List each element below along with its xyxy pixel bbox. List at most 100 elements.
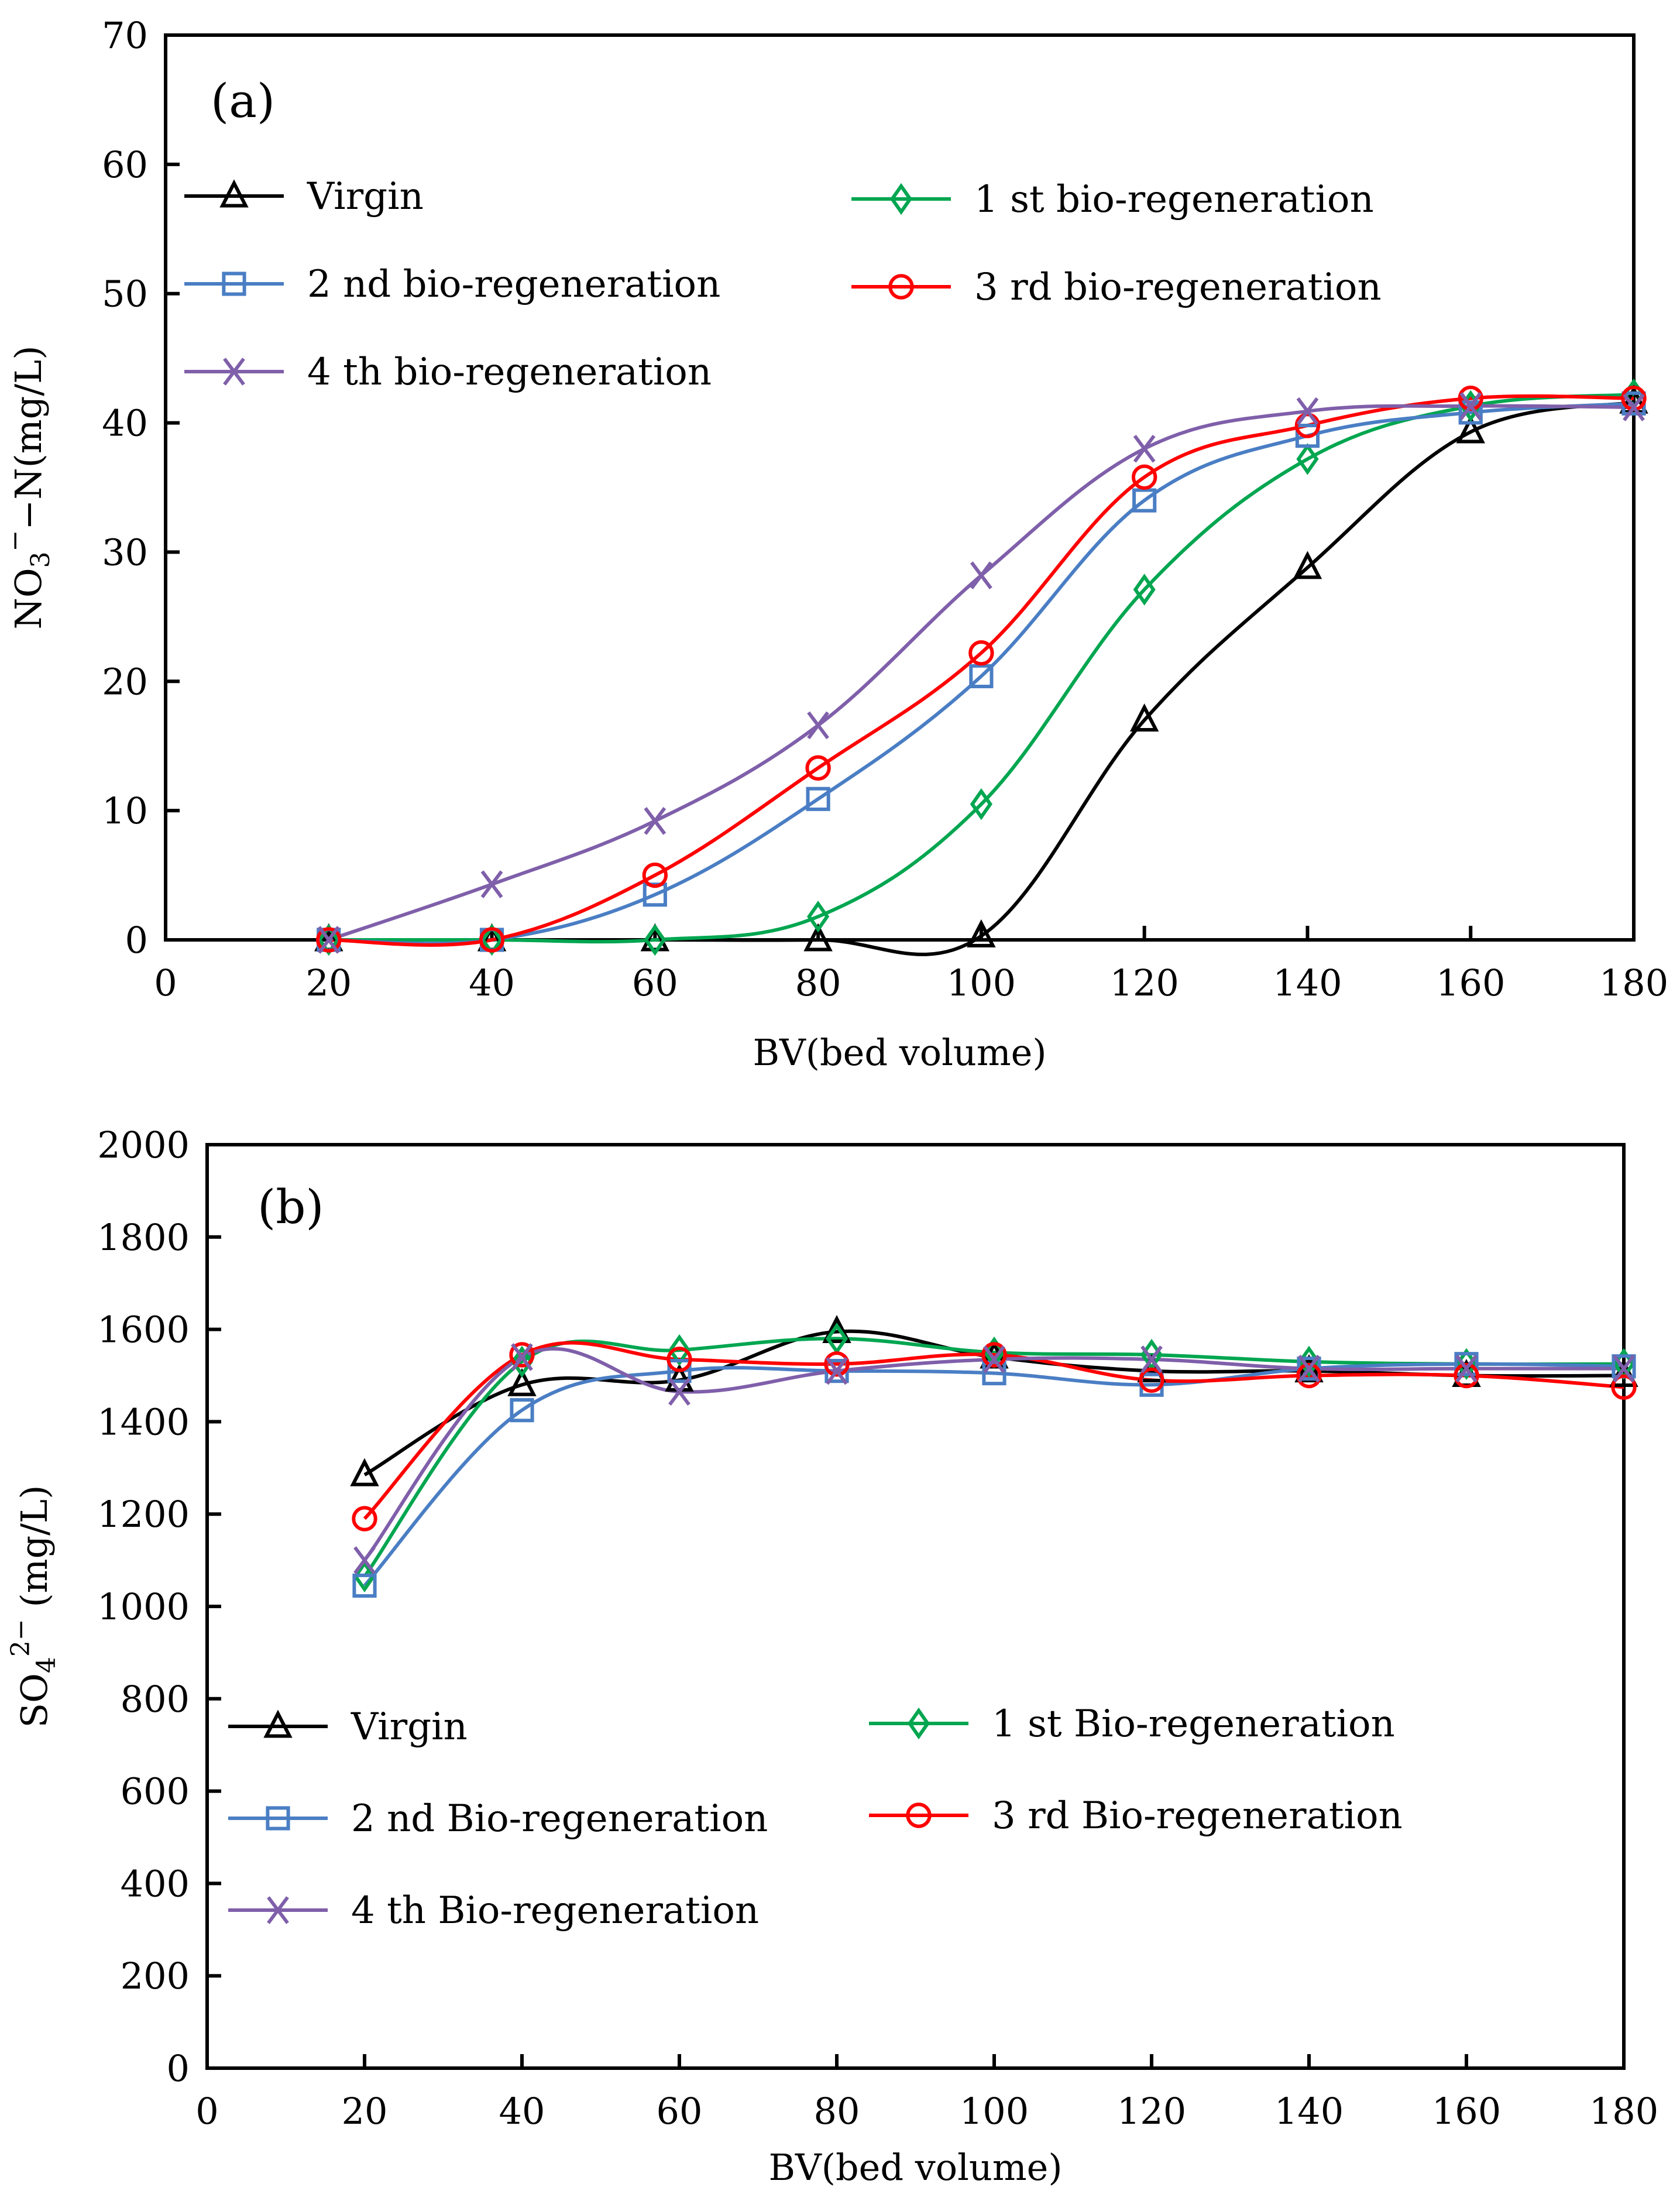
- data-point-square: [1454, 1352, 1479, 1376]
- data-point-x: [668, 1378, 690, 1406]
- data-point-square: [969, 664, 994, 689]
- legend-marker-circle-icon: [906, 1802, 932, 1828]
- y-axis-title-subscript: 4: [32, 1657, 61, 1673]
- legend-marker-square-icon: [222, 272, 246, 296]
- x-tick-label: 0: [195, 2090, 218, 2133]
- data-point-x: [511, 1343, 533, 1371]
- data-point-x: [644, 807, 666, 835]
- data-point-x: [1455, 1354, 1478, 1383]
- series-line-circle: [328, 394, 1634, 947]
- x-axis-title-b: BV(bed volume): [768, 2146, 1062, 2189]
- legend-label: Virgin: [307, 175, 424, 218]
- data-point-circle: [666, 1347, 692, 1372]
- legend-item: Virgin: [184, 175, 424, 218]
- y-tick-label: 0: [125, 919, 148, 962]
- y-tick-label: 60: [102, 143, 148, 186]
- y-tick-label: 600: [121, 1770, 190, 1813]
- data-point-x: [807, 711, 830, 740]
- x-tick-label: 80: [814, 2090, 860, 2133]
- y-axis-title-subscript: 3: [26, 551, 56, 568]
- y-axis-title-superscript: −: [0, 530, 30, 552]
- legend-item: 4 th bio-regeneration: [184, 351, 712, 394]
- x-tick-label: 140: [1274, 2090, 1344, 2133]
- y-tick-label: 1800: [97, 1216, 190, 1259]
- legend-item: 2 nd Bio-regeneration: [228, 1797, 768, 1841]
- data-point-square: [667, 1359, 692, 1383]
- legend-marker-diamond-icon: [889, 183, 913, 215]
- legend-label: 2 nd bio-regeneration: [307, 263, 720, 306]
- x-tick-label: 40: [469, 962, 515, 1004]
- chart-panel-b: 0 200 400 600 800 1000 1200 1400 1600 1800 2000 0 2…: [6, 1124, 1658, 2189]
- x-tick-label: 20: [342, 2090, 388, 2133]
- legend-item: Virgin: [228, 1705, 468, 1749]
- y-tick-label: 20: [102, 660, 148, 703]
- data-point-square: [510, 1398, 534, 1423]
- data-point-x: [1133, 434, 1156, 463]
- data-point-circle: [981, 1342, 1007, 1368]
- y-axis-title-b: SO42− (mg/L): [6, 1485, 61, 1728]
- data-point-circle: [642, 862, 668, 888]
- data-point-x: [1298, 1354, 1320, 1383]
- data-point-x: [353, 1546, 376, 1574]
- data-point-x: [480, 870, 503, 898]
- y-tick-label: 1000: [97, 1585, 190, 1628]
- legend-marker-triangle-icon: [263, 1709, 293, 1738]
- x-axis-ticks-b: 0 20 40 60 80 100 120 140 160 180: [195, 2054, 1658, 2133]
- x-tick-label: 160: [1432, 2090, 1501, 2133]
- data-point-triangle: [1293, 551, 1322, 579]
- series-line-square: [363, 1362, 1624, 1587]
- data-point-x: [970, 561, 992, 589]
- y-tick-label: 40: [102, 402, 148, 445]
- x-tick-label: 180: [1589, 2090, 1658, 2133]
- data-point-square: [1458, 400, 1483, 425]
- data-point-x: [826, 1357, 848, 1385]
- series-markers-a: [314, 378, 1648, 956]
- data-point-x: [317, 926, 340, 954]
- y-tick-label: 1200: [97, 1493, 190, 1536]
- data-point-circle: [1131, 464, 1157, 490]
- x-axis-title-a: BV(bed volume): [753, 1031, 1046, 1074]
- data-point-x: [983, 1345, 1005, 1374]
- legend-a: Virgin 1 st bio-regeneration 2 nd bio-rege…: [184, 175, 1382, 394]
- legend-label: Virgin: [351, 1705, 468, 1749]
- data-point-diamond: [644, 923, 666, 956]
- data-point-circle: [1611, 1374, 1637, 1400]
- data-point-circle: [1139, 1367, 1164, 1393]
- legend-marker-square-icon: [266, 1806, 290, 1831]
- data-point-triangle: [803, 923, 833, 952]
- y-axis-title-base: SO: [13, 1673, 56, 1728]
- y-axis-title-rest: −N(mg/L): [7, 345, 50, 530]
- data-point-diamond: [317, 923, 340, 956]
- x-tick-label: 60: [632, 962, 678, 1004]
- data-point-triangle: [507, 1368, 537, 1396]
- legend-label: 1 st Bio-regeneration: [992, 1702, 1395, 1746]
- data-point-circle: [352, 1506, 377, 1532]
- data-point-circle: [479, 927, 505, 953]
- y-axis-title-base: NO: [7, 568, 50, 629]
- x-tick-label: 100: [960, 2090, 1029, 2133]
- data-point-square: [352, 1573, 377, 1598]
- y-axis-title-superscript: 2−: [6, 1619, 36, 1657]
- legend-item: 2 nd bio-regeneration: [184, 263, 720, 306]
- y-axis-title-a: NO3−−N(mg/L): [0, 345, 56, 629]
- data-point-circle: [316, 927, 342, 953]
- x-tick-label: 140: [1273, 962, 1342, 1004]
- legend-label: 1 st bio-regeneration: [974, 178, 1374, 221]
- data-point-diamond: [970, 788, 992, 820]
- y-tick-label: 70: [102, 14, 148, 57]
- data-point-diamond: [1133, 574, 1156, 606]
- legend-item: 3 rd Bio-regeneration: [869, 1794, 1403, 1838]
- legend-marker-diamond-icon: [907, 1707, 930, 1740]
- legend-item: 4 th Bio-regeneration: [228, 1889, 759, 1932]
- legend-label: 4 th bio-regeneration: [307, 351, 712, 394]
- y-axis-ticks-b: 0 200 400 600 800 1000 1200 1400 1600 1800 2000: [97, 1124, 221, 2090]
- series-markers-b: [350, 1314, 1638, 1598]
- data-point-circle: [1294, 413, 1321, 438]
- data-point-circle: [824, 1351, 850, 1377]
- x-tick-label: 60: [657, 2090, 703, 2133]
- data-point-x: [1296, 397, 1319, 425]
- data-point-diamond: [480, 923, 503, 956]
- data-point-circle: [1454, 1362, 1479, 1389]
- data-point-triangle: [822, 1314, 851, 1344]
